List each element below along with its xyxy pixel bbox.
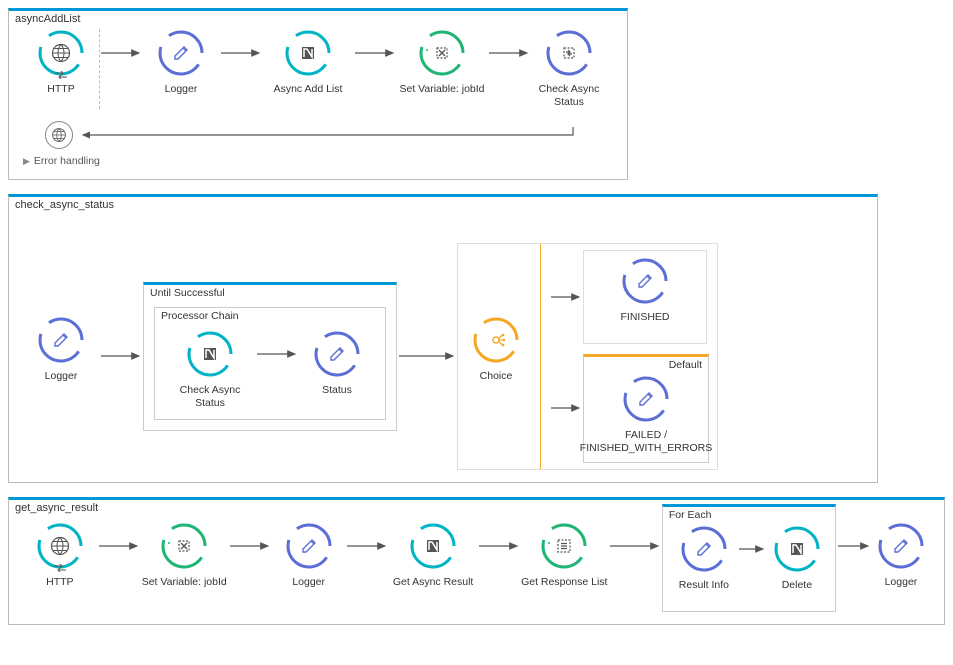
node-label: Logger xyxy=(165,83,198,109)
http-listener-node[interactable]: HTTP xyxy=(23,29,99,109)
flow-title: check_async_status xyxy=(15,199,114,211)
node-label: Logger xyxy=(292,576,325,602)
arrow-icon xyxy=(353,29,397,77)
async-add-list-node[interactable]: Async Add List xyxy=(263,29,353,109)
node-label: Set Variable: jobId xyxy=(142,576,227,602)
arrow-icon xyxy=(549,402,583,414)
flow-asyncaddlist: asyncAddList HTTP xyxy=(8,8,628,180)
node-label: HTTP xyxy=(47,83,74,109)
until-successful-scope[interactable]: Until Successful Processor Chain Check A… xyxy=(143,282,397,430)
choice-router[interactable]: Choice FINISHED xyxy=(457,243,718,469)
scope-title: Default xyxy=(669,359,702,371)
arrow-icon xyxy=(228,522,272,570)
arrow-icon xyxy=(255,330,299,378)
error-handling-toggle[interactable]: ▶ Error handling xyxy=(23,155,613,167)
error-handling-label: Error handling xyxy=(34,155,100,167)
node-label: Status xyxy=(322,384,352,410)
arrow-icon xyxy=(836,522,872,570)
chevron-right-icon: ▶ xyxy=(23,156,30,167)
set-variable-node[interactable]: Set Variable: jobId xyxy=(397,29,487,109)
http-listener-node[interactable]: HTTP xyxy=(23,522,97,602)
logger-node[interactable]: Logger xyxy=(272,522,346,602)
node-label: Get Async Result xyxy=(393,576,474,602)
finished-branch-node[interactable]: FINISHED xyxy=(610,257,680,337)
set-variable-node[interactable]: Set Variable: jobId xyxy=(141,522,228,602)
node-label: FINISHED xyxy=(620,311,669,337)
logger-node[interactable]: Logger xyxy=(23,316,99,396)
arrow-icon xyxy=(99,332,143,380)
check-async-status-node[interactable]: Check Async Status xyxy=(165,330,255,410)
arrow-icon xyxy=(97,522,141,570)
logger-node[interactable]: Logger xyxy=(143,29,219,109)
node-label: Logger xyxy=(885,576,918,602)
result-info-node[interactable]: Result Info xyxy=(671,525,737,605)
default-branch-scope[interactable]: Default FAILED / FINISHED_WITH_ERRORS xyxy=(583,354,709,462)
flow-title: asyncAddList xyxy=(15,13,80,25)
flow-get-async-result: get_async_result HTTP xyxy=(8,497,945,625)
return-arrow xyxy=(77,125,577,145)
scope-title: Processor Chain xyxy=(161,310,239,322)
arrow-icon xyxy=(397,332,457,380)
node-label: Result Info xyxy=(679,579,729,605)
arrow-icon xyxy=(487,29,531,77)
processor-chain-scope[interactable]: Processor Chain Check Async Status xyxy=(154,307,386,419)
node-label: Get Response List xyxy=(521,576,607,602)
check-async-status-ref-node[interactable]: Check Async Status xyxy=(531,29,607,109)
node-label: Logger xyxy=(45,370,78,396)
node-label: Set Variable: jobId xyxy=(399,83,484,109)
arrow-icon xyxy=(737,525,767,573)
delete-node[interactable]: Delete xyxy=(767,525,827,605)
arrow-icon xyxy=(99,29,143,77)
arrow-icon xyxy=(608,522,662,570)
node-label: Check Async Status xyxy=(165,384,255,410)
arrow-icon xyxy=(219,29,263,77)
node-label: Check Async Status xyxy=(531,83,607,109)
status-node[interactable]: Status xyxy=(299,330,375,410)
node-label: Async Add List xyxy=(274,83,343,109)
response-globe-icon xyxy=(45,121,73,149)
scope-title: Until Successful xyxy=(150,287,225,299)
node-label: HTTP xyxy=(46,576,73,602)
get-response-list-node[interactable]: Get Response List xyxy=(521,522,608,602)
get-async-result-node[interactable]: Get Async Result xyxy=(389,522,476,602)
failed-branch-node[interactable]: FAILED / FINISHED_WITH_ERRORS xyxy=(594,375,698,455)
flow-title: get_async_result xyxy=(15,502,98,514)
arrow-icon xyxy=(345,522,389,570)
for-each-scope[interactable]: For Each Result Info xyxy=(662,504,836,612)
choice-node[interactable]: Choice xyxy=(458,316,534,396)
node-label: Delete xyxy=(782,579,812,605)
node-label: Choice xyxy=(480,370,513,396)
flow-check-async-status: check_async_status Logger Until Successf… xyxy=(8,194,878,482)
logger-node[interactable]: Logger xyxy=(872,522,930,602)
arrow-icon xyxy=(477,522,521,570)
arrow-icon xyxy=(549,291,583,303)
node-label: FAILED / FINISHED_WITH_ERRORS xyxy=(580,429,712,455)
scope-title: For Each xyxy=(669,509,712,521)
